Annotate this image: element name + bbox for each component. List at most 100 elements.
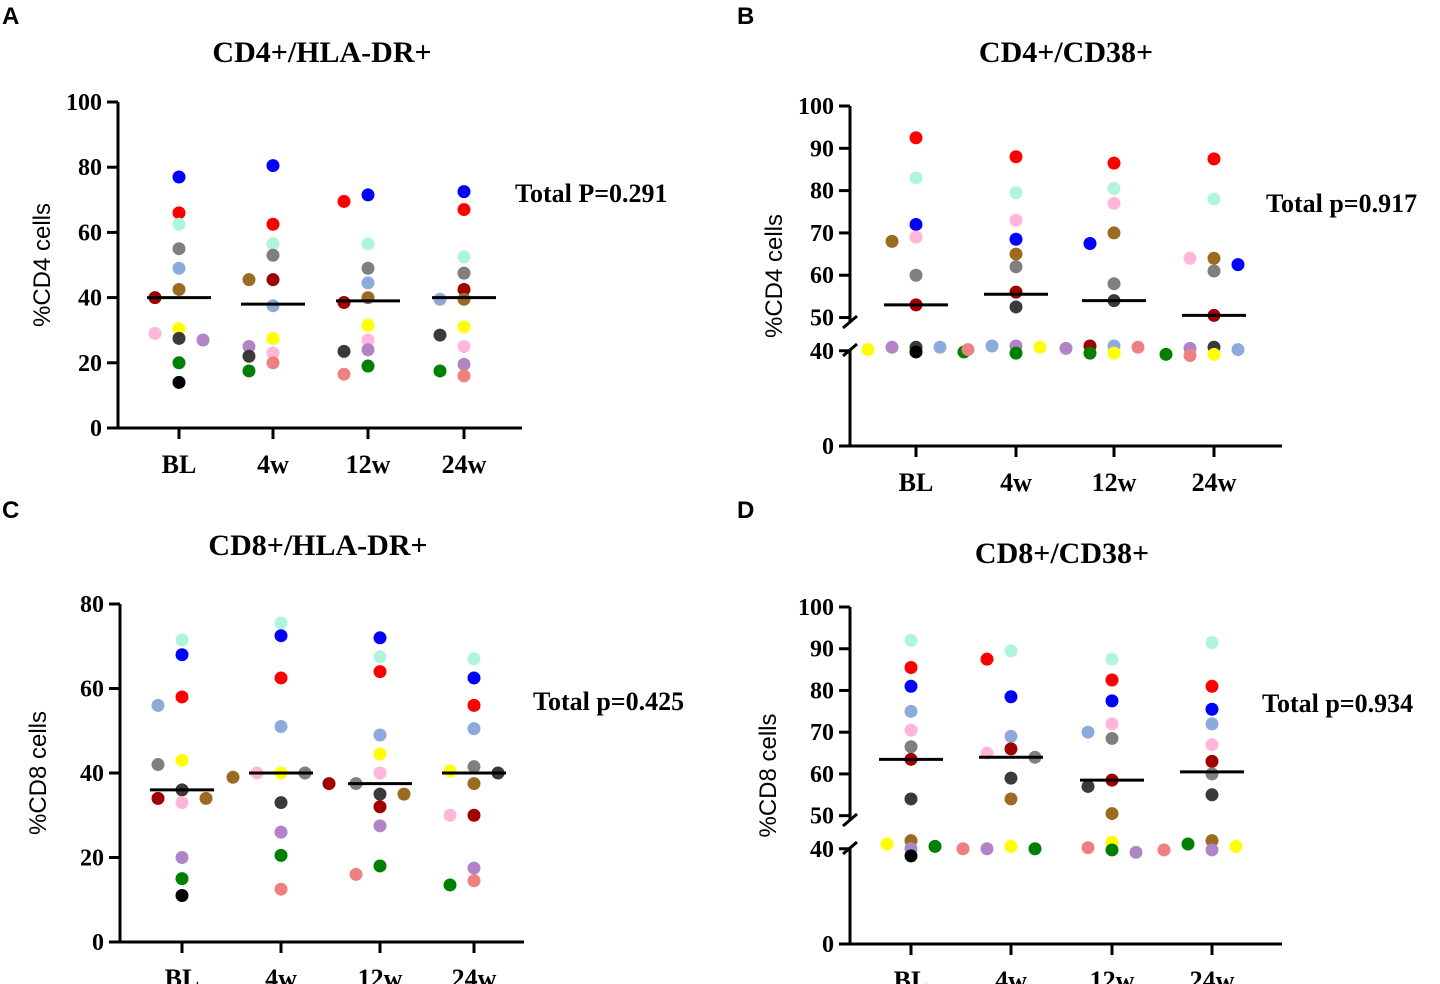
data-point bbox=[172, 242, 186, 256]
data-point bbox=[361, 318, 375, 332]
data-point bbox=[457, 292, 471, 306]
data-point bbox=[361, 343, 375, 357]
data-point bbox=[337, 295, 351, 309]
data-point bbox=[909, 230, 923, 244]
data-point bbox=[175, 889, 189, 903]
x-tick-label: BL bbox=[894, 966, 929, 984]
data-point bbox=[861, 343, 875, 357]
data-point bbox=[1081, 725, 1095, 739]
x-tick-label: 12w bbox=[1090, 966, 1135, 984]
x-tick-label: 12w bbox=[346, 450, 391, 479]
data-point bbox=[467, 861, 481, 875]
data-point bbox=[1009, 346, 1023, 360]
data-point bbox=[1009, 232, 1023, 246]
data-point bbox=[1105, 843, 1119, 857]
data-point bbox=[909, 345, 923, 359]
data-point bbox=[1207, 192, 1221, 206]
data-point bbox=[933, 340, 947, 354]
data-point bbox=[274, 825, 288, 839]
data-point bbox=[373, 819, 387, 833]
y-axis-label: %CD4 cells bbox=[761, 214, 788, 338]
y-tick-label: 80 bbox=[80, 592, 104, 618]
data-point bbox=[1081, 779, 1095, 793]
data-point bbox=[457, 357, 471, 371]
data-point bbox=[175, 753, 189, 767]
data-point bbox=[172, 322, 186, 336]
data-point bbox=[1205, 843, 1219, 857]
data-point bbox=[904, 723, 918, 737]
data-point bbox=[242, 273, 256, 287]
data-point bbox=[172, 170, 186, 184]
x-tick-label: 24w bbox=[442, 450, 487, 479]
data-point bbox=[373, 787, 387, 801]
data-point bbox=[274, 616, 288, 630]
data-point bbox=[467, 722, 481, 736]
data-point bbox=[1205, 635, 1219, 649]
data-point bbox=[172, 375, 186, 389]
data-point bbox=[904, 792, 918, 806]
data-point bbox=[196, 333, 210, 347]
data-point bbox=[1205, 767, 1219, 781]
data-point bbox=[1205, 754, 1219, 768]
chart-title: CD8+/HLA-DR+ bbox=[208, 529, 427, 562]
data-point bbox=[274, 796, 288, 810]
data-point bbox=[909, 171, 923, 185]
y-tick-label: 50 bbox=[810, 306, 834, 332]
data-point bbox=[337, 367, 351, 381]
data-point bbox=[151, 791, 165, 805]
y-tick-label: 20 bbox=[78, 351, 102, 377]
panel-d: D CD8+/CD38+ %CD8 cells 0 40 50 60 70 80 90 100 BL 4… bbox=[737, 497, 1413, 984]
data-point bbox=[151, 758, 165, 772]
data-point bbox=[266, 159, 280, 173]
data-point bbox=[274, 629, 288, 643]
y-tick-label: 40 bbox=[810, 837, 834, 863]
data-point bbox=[151, 698, 165, 712]
data-point bbox=[457, 369, 471, 383]
data-point bbox=[361, 333, 375, 347]
data-point bbox=[457, 320, 471, 334]
data-point bbox=[467, 760, 481, 774]
x-tick-label: 12w bbox=[358, 964, 403, 984]
data-point bbox=[1059, 341, 1073, 355]
data-point bbox=[1028, 842, 1042, 856]
data-point bbox=[1009, 150, 1023, 164]
data-point bbox=[1131, 340, 1145, 354]
y-tick-label: 100 bbox=[798, 595, 834, 621]
data-point bbox=[904, 740, 918, 754]
y-tick-label: 90 bbox=[810, 637, 834, 663]
x-tick-label: 4w bbox=[257, 450, 289, 479]
panel-a: A CD4+/HLA-DR+ %CD4 cells 0 20 40 60 80 100 BL 4w 1… bbox=[2, 3, 668, 479]
data-point bbox=[373, 665, 387, 679]
x-tick-label: BL bbox=[899, 468, 934, 497]
data-point bbox=[1105, 694, 1119, 708]
data-point bbox=[242, 364, 256, 378]
data-point bbox=[175, 648, 189, 662]
x-tick-label: 24w bbox=[452, 964, 497, 984]
data-point bbox=[373, 728, 387, 742]
data-point bbox=[1205, 788, 1219, 802]
data-point bbox=[904, 633, 918, 647]
data-point bbox=[1004, 690, 1018, 704]
total-p-annotation: Total p=0.934 bbox=[1262, 689, 1413, 718]
y-tick-label: 60 bbox=[80, 677, 104, 703]
axis-break-mark bbox=[842, 812, 858, 828]
data-point bbox=[172, 206, 186, 220]
data-point bbox=[199, 791, 213, 805]
y-axis-label: %CD8 cells bbox=[25, 711, 52, 835]
x-tick-label: 4w bbox=[265, 964, 297, 984]
data-point bbox=[1183, 251, 1197, 265]
data-point bbox=[337, 344, 351, 358]
data-point bbox=[433, 328, 447, 342]
y-tick-label: 70 bbox=[810, 720, 834, 746]
chart-title: CD4+/HLA-DR+ bbox=[212, 36, 431, 69]
y-tick-label: 0 bbox=[822, 434, 834, 460]
data-point bbox=[928, 839, 942, 853]
y-tick-label: 40 bbox=[810, 339, 834, 365]
data-point bbox=[172, 331, 186, 345]
data-point bbox=[443, 764, 457, 778]
data-point bbox=[361, 359, 375, 373]
panel-letter: C bbox=[2, 497, 19, 524]
y-tick-label: 60 bbox=[810, 263, 834, 289]
data-point bbox=[909, 217, 923, 231]
y-tick-label: 60 bbox=[810, 762, 834, 788]
